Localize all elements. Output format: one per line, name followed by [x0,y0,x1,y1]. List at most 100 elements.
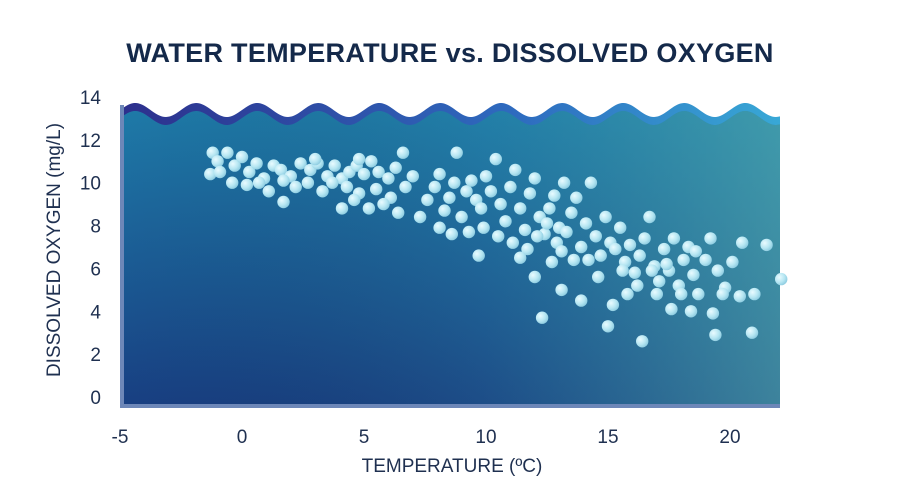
data-point [221,146,234,159]
data-point [294,157,307,170]
data-point [211,155,224,168]
data-point [692,287,705,301]
x-tick-label: 5 [359,427,370,448]
data-point [575,294,588,307]
data-point [653,275,666,288]
data-point [660,257,673,271]
data-point [609,242,622,256]
data-point [289,180,302,194]
data-point [631,279,644,292]
data-point [204,167,217,181]
data-point [252,176,266,189]
data-point [733,290,746,303]
data-point [606,298,620,312]
x-tick-label: 10 [475,427,496,448]
y-tick-label: 4 [90,302,101,323]
data-point [667,232,681,245]
data-point [443,191,456,204]
y-tick-label: 12 [80,131,101,152]
data-point [479,170,493,183]
data-point [675,287,688,301]
data-point [575,240,588,254]
data-point [535,311,549,324]
data-point [565,206,578,219]
data-point [377,197,390,211]
data-point [689,245,702,258]
data-point [370,182,383,196]
data-point [748,287,761,301]
data-point [465,174,478,187]
data-point [433,167,446,181]
data-point [584,176,598,189]
data-point [365,155,378,168]
data-point [226,176,239,189]
x-axis-line [120,404,780,408]
y-tick-label: 2 [90,345,101,366]
data-point [477,221,490,234]
data-point [567,253,580,267]
data-point [545,255,559,269]
data-point [716,287,729,301]
data-point [523,187,537,200]
y-axis-label: DISSOLVED OXYGEN (mg/L) [44,123,65,377]
data-point [557,176,571,189]
data-point [601,320,615,333]
data-point [592,270,605,284]
data-point [687,268,700,282]
data-point [455,210,468,224]
data-point [704,232,717,245]
data-point [348,193,361,207]
data-point [460,185,473,198]
data-point [309,152,322,166]
data-point [382,172,395,185]
data-point [665,302,678,316]
data-point [396,146,410,159]
data-point [494,197,507,211]
data-point [489,152,502,166]
data-point [638,232,651,245]
data-point [421,193,434,207]
data-point [518,223,532,237]
data-point [389,161,402,174]
data-point [621,287,634,301]
y-tick-label: 0 [90,388,101,409]
data-point [274,163,288,177]
data-point [413,210,427,224]
data-point [277,174,290,187]
data-point [472,249,485,262]
data-point [594,249,607,262]
data-point [372,165,385,179]
data-point [548,189,561,202]
data-point [736,236,749,249]
data-point [335,202,349,215]
data-point [399,180,412,194]
data-point [445,227,458,241]
data-point [760,238,773,252]
y-tick-label: 8 [90,217,101,238]
data-point [277,195,290,209]
data-point [450,146,463,159]
data-point [616,264,629,277]
data-point [448,176,461,189]
data-point [628,266,641,279]
data-point [643,210,656,224]
data-point [614,221,627,234]
data-point [645,264,659,277]
data-point [555,283,568,297]
data-point [699,253,712,267]
data-point [462,225,476,239]
data-point [301,176,315,189]
data-point [228,159,241,172]
data-point [492,230,505,243]
data-point [235,150,249,164]
x-tick-label: 0 [237,427,248,448]
data-points [204,146,788,348]
data-point [677,253,690,267]
data-point [326,176,339,189]
data-point [623,238,637,252]
data-point [582,253,595,267]
data-point [726,255,739,269]
data-point [506,236,519,249]
data-point [514,251,527,264]
x-tick-label: 20 [719,427,740,448]
